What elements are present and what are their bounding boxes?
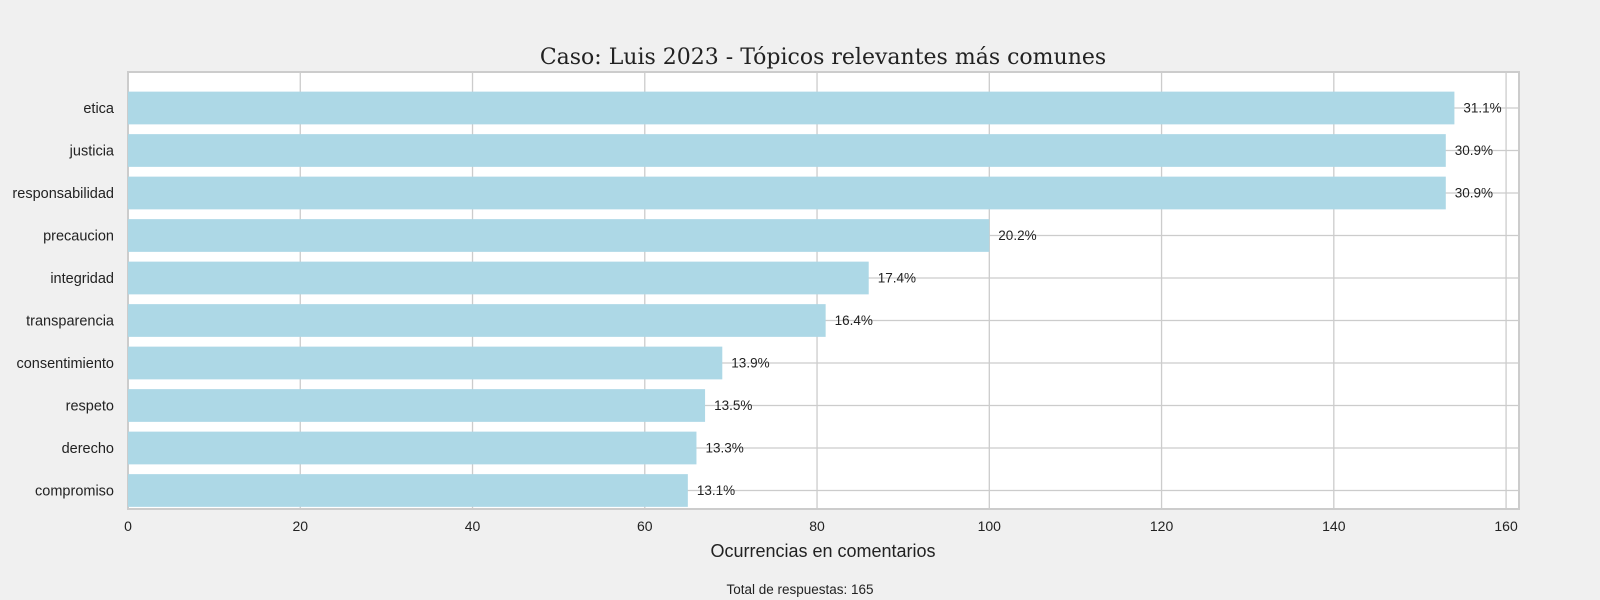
x-tick-label: 0 — [124, 518, 132, 534]
bar-respeto — [128, 389, 706, 422]
bar-value-label: 16.4% — [835, 313, 873, 328]
x-tick-label: 160 — [1494, 518, 1518, 534]
category-label: precaucion — [43, 229, 114, 245]
bar-value-label: 20.2% — [998, 228, 1036, 243]
x-axis-label: Ocurrencias en comentarios — [710, 541, 935, 561]
category-label: consentimiento — [16, 356, 114, 372]
bar-value-label: 13.3% — [705, 441, 743, 456]
bar-value-label: 17.4% — [878, 271, 916, 286]
bar-consentimiento — [128, 346, 723, 380]
bar-justicia — [128, 134, 1446, 167]
bar-compromiso — [128, 474, 688, 507]
x-tick-labels: 0 20 40 60 80 100 120 140 160 — [124, 518, 1518, 534]
category-label: transparencia — [26, 314, 115, 330]
data-labels: 31.1% 30.9% 30.9% 20.2% 17.4% 16.4% 13.9% 13.5%… — [697, 101, 1502, 499]
bar-value-label: 31.1% — [1463, 101, 1501, 116]
category-label: integridad — [50, 271, 114, 287]
x-tick-label: 80 — [809, 518, 825, 534]
category-label: derecho — [62, 441, 114, 457]
bar-transparencia — [128, 304, 826, 337]
bar-responsabilidad — [128, 176, 1446, 210]
x-tick-label: 40 — [465, 518, 481, 534]
category-label: etica — [83, 101, 115, 117]
category-label: compromiso — [35, 484, 114, 500]
bar-derecho — [128, 431, 697, 465]
bar-value-label: 13.1% — [697, 483, 735, 498]
bar-integridad — [128, 261, 869, 295]
bar-value-label: 13.9% — [731, 356, 769, 371]
x-tick-label: 60 — [637, 518, 653, 534]
bar-etica — [128, 91, 1455, 125]
x-tick-label: 20 — [292, 518, 308, 534]
category-label: justicia — [69, 144, 115, 160]
x-tick-label: 140 — [1322, 518, 1346, 534]
category-label: responsabilidad — [12, 186, 114, 202]
category-labels: etica justicia responsabilidad precaucion in… — [12, 101, 115, 500]
bar-value-label: 30.9% — [1455, 186, 1493, 201]
bars — [128, 91, 1455, 507]
bar-value-label: 30.9% — [1455, 143, 1493, 158]
x-tick-label: 100 — [978, 518, 1002, 534]
bar-precaucion — [128, 219, 990, 252]
category-label: respeto — [66, 399, 114, 415]
x-tick-label: 120 — [1150, 518, 1174, 534]
total-responses-note: Total de respuestas: 165 — [726, 582, 873, 597]
bar-value-label: 13.5% — [714, 398, 752, 413]
chart-title: Caso: Luis 2023 - Tópicos relevantes más… — [540, 45, 1106, 70]
